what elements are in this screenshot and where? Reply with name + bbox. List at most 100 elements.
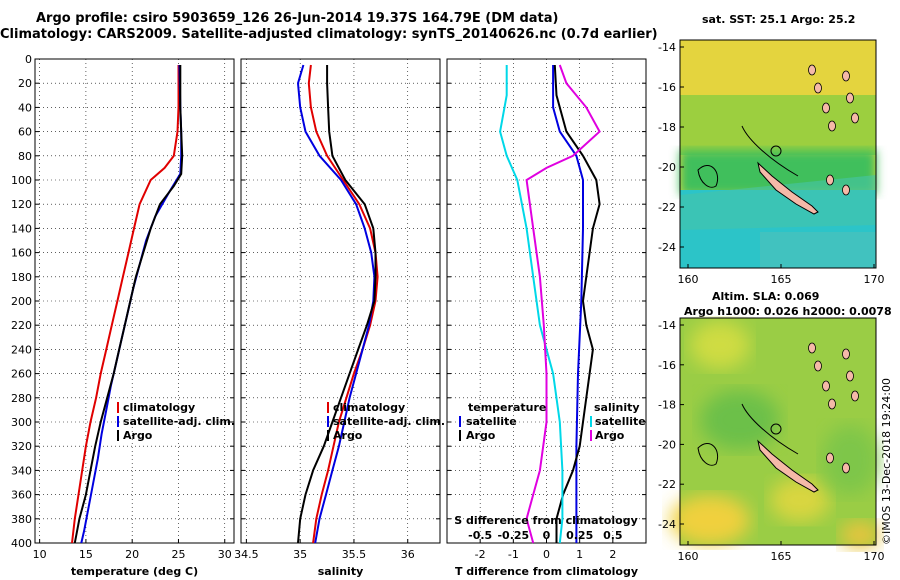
y-tick-label: 320 bbox=[11, 440, 32, 453]
legend-title-temperature: temperature bbox=[468, 401, 546, 414]
y-tick-label: 80 bbox=[18, 150, 32, 163]
island bbox=[842, 348, 850, 360]
lat-tick-label: -24 bbox=[658, 241, 676, 254]
top-tick-label: 0 bbox=[543, 529, 551, 542]
x-tick-label: -1 bbox=[508, 548, 519, 561]
lat-tick-label: -14 bbox=[658, 41, 676, 54]
y-tick-label: 360 bbox=[11, 489, 32, 502]
x-tick-label: 35.5 bbox=[342, 548, 367, 561]
lat-tick-label: -16 bbox=[658, 81, 676, 94]
sst-map-title: sat. SST: 25.1 Argo: 25.2 bbox=[702, 13, 856, 26]
x-tick-label: 0 bbox=[543, 548, 550, 561]
panel-temperature: 0 20 40 60 80 100 120 140 160 180 200 220 240 260 280 3… bbox=[11, 53, 235, 578]
lon-tick-label: 160 bbox=[678, 550, 699, 563]
legend-label: satellite-adj. clim. bbox=[123, 415, 235, 428]
x-tick-label: 25 bbox=[171, 548, 185, 561]
legend-label: climatology bbox=[123, 401, 195, 414]
y-tick-label: 60 bbox=[18, 126, 32, 139]
top-tick-label: -0.5 bbox=[468, 529, 492, 542]
lon-tick-label: 165 bbox=[771, 550, 792, 563]
x-axis-label: salinity bbox=[318, 565, 364, 578]
legend-label: satellite-adj. clim. bbox=[333, 415, 445, 428]
island bbox=[822, 380, 830, 392]
x-tick-label: 36 bbox=[401, 548, 415, 561]
x-tick-label: 2 bbox=[609, 548, 616, 561]
x-tick-label: 15 bbox=[79, 548, 93, 561]
legend-label: climatology bbox=[333, 401, 405, 414]
island bbox=[851, 112, 859, 124]
island bbox=[851, 390, 859, 402]
lon-tick-label: 165 bbox=[771, 273, 792, 286]
island bbox=[826, 174, 834, 186]
island bbox=[822, 102, 830, 114]
lon-tick-label: 160 bbox=[678, 273, 699, 286]
lat-tick-label: -22 bbox=[658, 478, 676, 491]
chart-title-line1: Argo profile: csiro 5903659_126 26-Jun-2… bbox=[36, 11, 559, 26]
lat-tick-label: -22 bbox=[658, 201, 676, 214]
lat-tick-label: -16 bbox=[658, 359, 676, 372]
island bbox=[814, 82, 822, 94]
legend-label: satellite bbox=[595, 415, 646, 428]
argo-position-marker bbox=[770, 423, 782, 435]
island bbox=[808, 342, 816, 354]
x-tick-label: 34.5 bbox=[234, 548, 259, 561]
y-tick-label: 400 bbox=[11, 537, 32, 550]
series-line-satellite-adj-clim- bbox=[296, 64, 376, 544]
island-new-caledonia bbox=[757, 439, 819, 493]
y-tick-label: 140 bbox=[11, 222, 32, 235]
x-tick-label: 20 bbox=[125, 548, 139, 561]
y-tick-label: 340 bbox=[11, 464, 32, 477]
lat-tick-label: -14 bbox=[658, 319, 676, 332]
y-tick-label: 160 bbox=[11, 247, 32, 260]
reef-outline bbox=[697, 164, 718, 188]
y-tick-label: 180 bbox=[11, 271, 32, 284]
y-tick-label: 380 bbox=[11, 513, 32, 526]
map-frame bbox=[679, 317, 877, 546]
chart-title-line2: Climatology: CARS2009. Satellite-adjuste… bbox=[0, 27, 658, 42]
island bbox=[842, 70, 850, 82]
sst-map bbox=[680, 40, 876, 268]
y-tick-label: 300 bbox=[11, 416, 32, 429]
plot-frame bbox=[34, 58, 235, 544]
top-axis-label: S difference from climatology bbox=[454, 514, 638, 527]
sla-map-title-line1: Altim. SLA: 0.069 bbox=[712, 290, 820, 303]
island bbox=[846, 92, 854, 104]
x-axis-label: temperature (deg C) bbox=[71, 565, 198, 578]
lat-tick-label: -20 bbox=[658, 161, 676, 174]
y-tick-label: 40 bbox=[18, 101, 32, 114]
legend-label: Argo bbox=[123, 429, 153, 442]
y-tick-label: 280 bbox=[11, 392, 32, 405]
lat-tick-label: -18 bbox=[658, 399, 676, 412]
x-axis-label: T difference from climatology bbox=[455, 565, 638, 578]
y-tick-label: 0 bbox=[25, 53, 32, 66]
lon-tick-label: 170 bbox=[864, 273, 885, 286]
panel-differences: -2 -1 0 1 2 T difference from climatology temp… bbox=[446, 58, 647, 578]
y-tick-label: 200 bbox=[11, 295, 32, 308]
top-tick-label: -0.25 bbox=[497, 529, 529, 542]
x-tick-label: 10 bbox=[33, 548, 47, 561]
map-frame bbox=[679, 39, 877, 269]
island bbox=[808, 64, 816, 76]
sla-map-title-line2: Argo h1000: 0.026 h2000: 0.0078 bbox=[684, 305, 892, 318]
x-tick-label: 30 bbox=[218, 548, 232, 561]
plot-frame bbox=[240, 58, 441, 544]
lat-tick-label: -18 bbox=[658, 121, 676, 134]
y-tick-label: 100 bbox=[11, 174, 32, 187]
y-tick-label: 220 bbox=[11, 319, 32, 332]
lon-tick-label: 170 bbox=[864, 550, 885, 563]
legend-label: satellite bbox=[466, 415, 517, 428]
series-line-t-satellite bbox=[552, 65, 584, 543]
series-line-t-argo bbox=[553, 64, 601, 543]
island bbox=[842, 184, 850, 196]
legend-label: Argo bbox=[466, 429, 496, 442]
island bbox=[846, 370, 854, 382]
series-line-s-argo bbox=[525, 64, 601, 544]
series-line-s-satellite bbox=[499, 65, 564, 544]
reef-outline bbox=[741, 403, 799, 455]
legend-label: Argo bbox=[595, 429, 625, 442]
island bbox=[826, 452, 834, 464]
series-line-satellite-adj-clim- bbox=[80, 64, 183, 544]
y-tick-label: 120 bbox=[11, 198, 32, 211]
island-new-caledonia bbox=[757, 161, 819, 215]
y-tick-label: 240 bbox=[11, 343, 32, 356]
